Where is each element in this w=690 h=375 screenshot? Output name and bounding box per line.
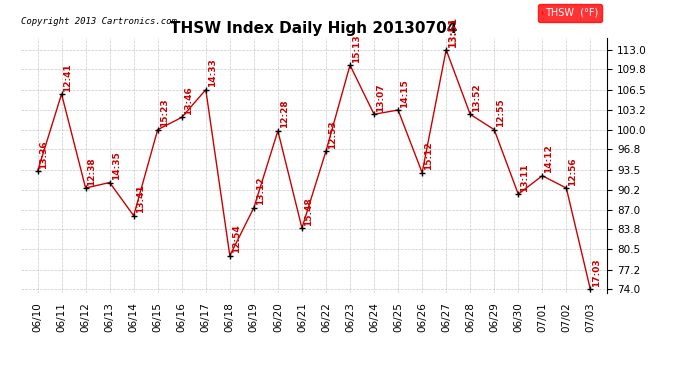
Text: 15:12: 15:12 (424, 142, 433, 170)
Legend: THSW  (°F): THSW (°F) (538, 4, 602, 22)
Text: 15:48: 15:48 (304, 197, 313, 225)
Text: 12:53: 12:53 (328, 120, 337, 149)
Text: 14:33: 14:33 (208, 58, 217, 87)
Text: 12:41: 12:41 (63, 63, 72, 92)
Text: 14:12: 14:12 (544, 144, 553, 173)
Text: 14:15: 14:15 (400, 79, 409, 108)
Text: 12:28: 12:28 (280, 100, 289, 129)
Text: 12:56: 12:56 (569, 157, 578, 186)
Text: 17:03: 17:03 (592, 258, 601, 287)
Text: 14:35: 14:35 (112, 151, 121, 180)
Text: 15:13: 15:13 (352, 34, 361, 63)
Text: 13:07: 13:07 (376, 83, 385, 112)
Text: 13:41: 13:41 (136, 184, 145, 213)
Text: 13:52: 13:52 (472, 83, 481, 112)
Title: THSW Index Daily High 20130704: THSW Index Daily High 20130704 (170, 21, 457, 36)
Text: 12:54: 12:54 (232, 224, 241, 253)
Text: 13:36: 13:36 (39, 140, 48, 169)
Text: Copyright 2013 Cartronics.com: Copyright 2013 Cartronics.com (21, 17, 177, 26)
Text: 15:23: 15:23 (159, 99, 168, 127)
Text: 13:11: 13:11 (520, 163, 529, 192)
Text: 13:12: 13:12 (256, 177, 265, 205)
Text: 12:55: 12:55 (496, 99, 505, 127)
Text: 12:38: 12:38 (88, 157, 97, 186)
Text: 13:46: 13:46 (184, 86, 193, 115)
Text: 13:51: 13:51 (448, 16, 458, 47)
